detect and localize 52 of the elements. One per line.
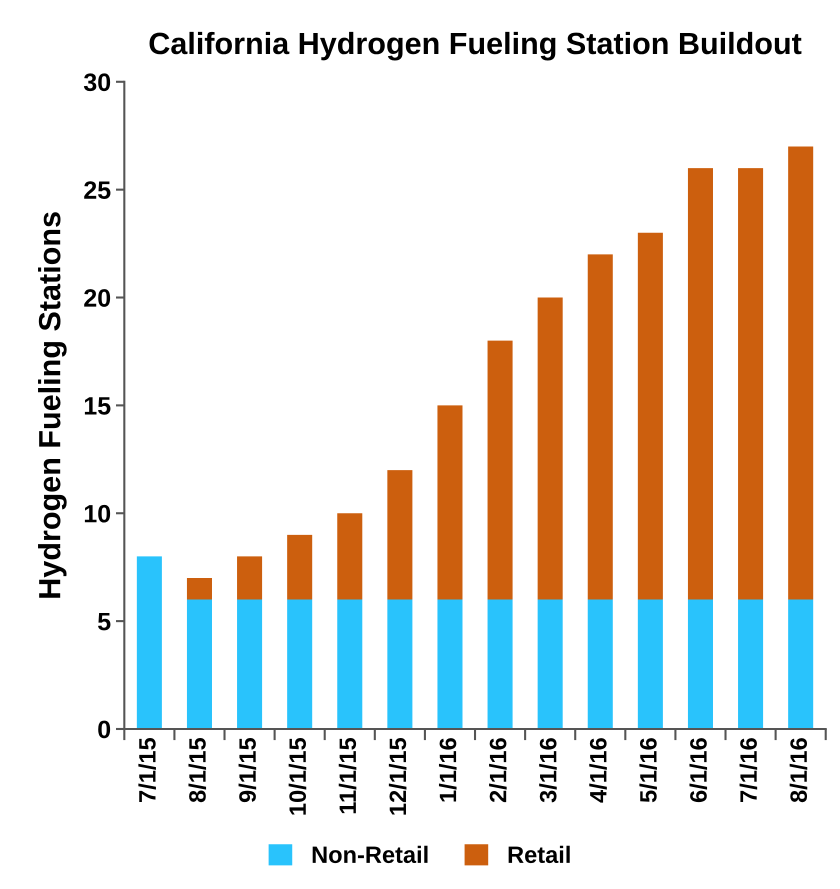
bar: [638, 232, 663, 600]
bar: [437, 600, 462, 729]
bar: [437, 405, 462, 600]
y-tick-label: 20: [84, 289, 110, 307]
bar: [688, 600, 713, 729]
bar: [488, 600, 513, 729]
bar: [538, 600, 563, 729]
y-tick-label: 25: [84, 181, 110, 199]
x-tick-label: 8/1/16: [790, 738, 808, 802]
bar: [337, 600, 362, 729]
x-tick-label: 7/1/16: [740, 738, 758, 802]
x-tick-label: 6/1/16: [689, 738, 708, 802]
bar: [788, 600, 814, 729]
bar: [638, 600, 663, 729]
x-tick-label: 3/1/16: [539, 738, 557, 802]
bar: [387, 470, 412, 600]
y-tick-label: 15: [84, 397, 110, 415]
y-tick-label: 0: [98, 720, 110, 738]
x-tick-label: 2/1/16: [489, 738, 507, 802]
bar: [738, 168, 764, 600]
legend-label: Non-Retail: [312, 846, 428, 864]
bar: [387, 600, 412, 729]
bar: [337, 513, 362, 600]
x-tick-label: 4/1/16: [589, 738, 607, 803]
y-tick-label: 30: [84, 73, 110, 92]
y-axis-title: Hydrogen Fueling Stations: [38, 212, 67, 598]
bar: [738, 600, 764, 729]
chart-title: California Hydrogen Fueling Station Buildout: [150, 32, 802, 60]
bar: [538, 298, 563, 600]
bar: [237, 600, 262, 729]
y-tick-label: 5: [98, 612, 110, 630]
bar: [287, 534, 312, 600]
bar: [136, 556, 162, 729]
x-tick-label: 12/1/15: [388, 738, 406, 815]
x-tick-label: 8/1/15: [188, 738, 206, 802]
x-tick-label: 10/1/15: [288, 738, 306, 815]
bar: [488, 340, 513, 600]
bar: [588, 600, 613, 729]
bar: [186, 578, 212, 600]
bar: [237, 556, 262, 600]
x-tick-label: 9/1/15: [238, 738, 256, 802]
bar: [287, 600, 312, 729]
x-tick-label: 1/1/16: [438, 738, 457, 802]
x-tick-label: 5/1/16: [639, 738, 657, 802]
bar: [588, 254, 613, 600]
x-tick-label: 11/1/15: [338, 738, 356, 814]
bar: [788, 146, 814, 600]
y-tick-label: 10: [84, 504, 110, 523]
legend-label: Retail: [508, 846, 570, 864]
x-tick-label: 7/1/15: [138, 738, 156, 802]
bar: [688, 168, 713, 600]
bar: [186, 600, 212, 729]
